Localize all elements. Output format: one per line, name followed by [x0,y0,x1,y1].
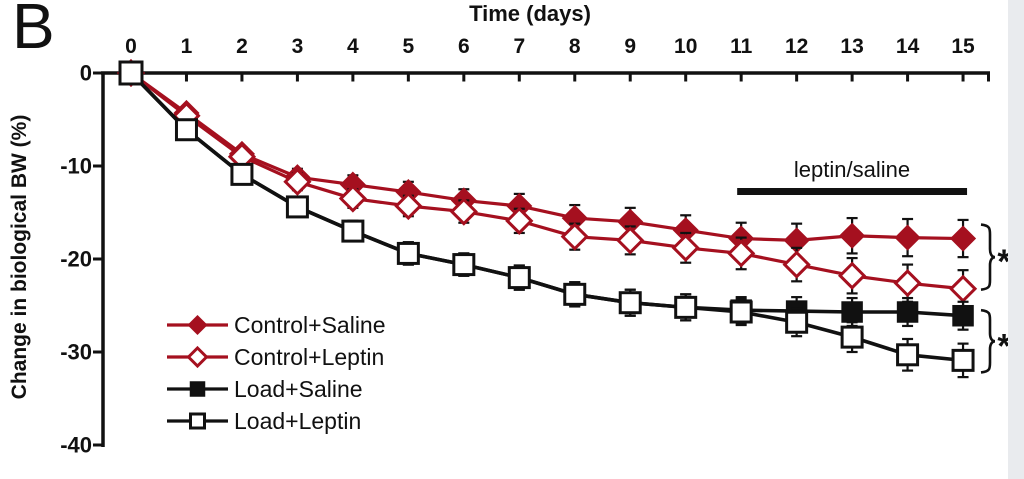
marker-control-saline [839,222,866,249]
marker-load-leptin [840,325,864,349]
x-tick-label: 9 [624,35,636,58]
x-tick-label: 15 [951,35,975,58]
x-tick-label: 5 [403,35,415,58]
marker-load-leptin [507,266,531,290]
x-tick-label: 7 [513,35,525,58]
marker-load-leptin [118,60,144,86]
marker-control-leptin [616,226,645,255]
x-tick-label: 11 [730,35,753,58]
x-tick-label: 10 [674,35,697,58]
marker-control-leptin [394,191,423,221]
x-axis-title: Time (days) [469,1,591,26]
marker-load-leptin [729,300,753,324]
legend-swatch-marker [189,412,206,430]
series-line-load-leptin [129,71,964,363]
x-tick-label: 0 [125,35,137,58]
legend-swatch-marker [189,381,206,397]
x-tick-label: 4 [347,35,359,58]
marker-control-leptin [505,206,534,235]
y-tick-label: 0 [80,61,92,86]
legend-item-label: Load+Leptin [234,408,361,434]
marker-load-leptin [174,118,198,142]
marker-load-leptin [452,253,476,277]
y-axis-title: Change in biological BW (%) [8,114,31,400]
marker-control-leptin [893,269,922,298]
marker-control-saline [949,225,977,252]
marker-load-leptin [563,282,587,306]
legend-item-label: Load+Saline [234,376,363,402]
series-line-control-leptin [130,71,964,291]
marker-control-leptin [449,197,478,226]
marker-load-leptin [341,219,365,243]
x-tick-label: 6 [458,35,470,58]
marker-load-leptin [951,348,975,372]
marker-control-leptin [560,222,589,251]
x-tick-label: 2 [236,35,248,58]
marker-load-leptin [230,162,254,186]
panel-label: B [12,0,55,62]
marker-control-leptin [283,167,312,196]
marker-control-saline [894,224,921,251]
marker-control-leptin [338,184,368,213]
y-tick-label: -30 [60,340,92,365]
marker-load-leptin [896,343,920,367]
marker-load-leptin [285,195,309,219]
x-tick-label: 1 [181,35,193,58]
x-tick-label: 14 [896,35,920,58]
treatment-bar [737,188,968,195]
marker-load-saline [896,301,919,323]
treatment-bar-label: leptin/saline [793,157,911,182]
series-line-control-saline [130,71,964,242]
marker-control-leptin [782,250,811,279]
marker-load-leptin [396,241,420,265]
significance-asterisk: * [997,243,1011,281]
significance-bracket [980,308,996,374]
marker-control-leptin [948,274,978,303]
legend-swatch-marker [186,345,209,369]
legend-swatch-marker [187,314,208,336]
significance-asterisk: * [997,327,1011,365]
significance-bracket [980,223,996,291]
x-tick-label: 13 [840,35,863,58]
marker-control-leptin [837,261,867,290]
y-tick-label: -10 [60,154,92,179]
marker-control-leptin [727,239,756,268]
legend-item-label: Control+Saline [234,312,386,338]
marker-load-leptin [785,310,809,334]
x-tick-label: 3 [292,35,304,58]
legend-item-label: Control+Leptin [234,344,384,370]
x-tick-label: 8 [569,35,581,58]
marker-load-leptin [674,295,698,319]
page-edge-strip [1008,0,1024,479]
marker-load-saline [952,304,974,327]
y-tick-label: -20 [60,247,92,272]
x-tick-label: 12 [785,35,808,58]
y-tick-label: -40 [60,433,92,458]
marker-load-leptin [618,291,642,315]
marker-load-saline [841,301,863,323]
marker-control-leptin [671,233,700,262]
